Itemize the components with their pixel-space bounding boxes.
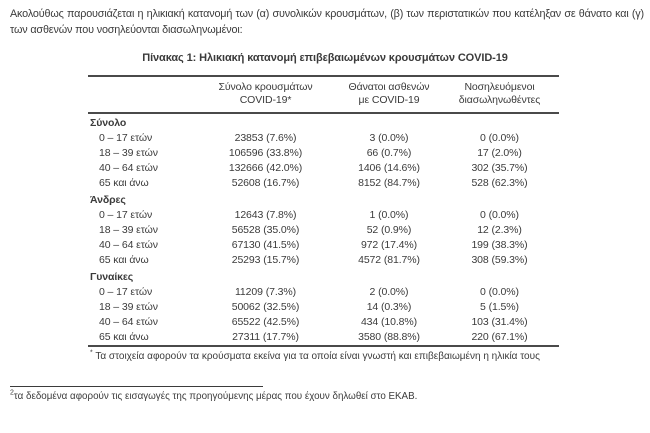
table-cell: 103 (31.4%): [471, 316, 528, 328]
table-cell: 3 (0.0%): [369, 132, 409, 144]
age-group-label: 40 – 64 ετών: [99, 316, 158, 328]
covid-age-table: Σύνολο κρουσμάτων COVID-19* Θάνατοι ασθε…: [88, 75, 559, 347]
table-cell: 3580 (88.8%): [358, 331, 420, 343]
age-group-label: 18 – 39 ετών: [99, 147, 158, 159]
table-cell: 50062 (32.5%): [231, 301, 300, 313]
table-footnote-marker: *: [90, 349, 93, 357]
table-cell: 25293 (15.7%): [231, 254, 300, 266]
age-group-label: 0 – 17 ετών: [99, 286, 153, 298]
group-label: Σύνολο: [90, 117, 127, 129]
table-cell: 8152 (84.7%): [358, 177, 420, 189]
table-cell: 0 (0.0%): [480, 209, 519, 221]
table-row: 0 – 17 ετών 11209 (7.3%) 2 (0.0%) 0 (0.0%): [88, 285, 559, 300]
table-cell: 1 (0.0%): [369, 209, 409, 221]
table-row: 40 – 64 ετών 132666 (42.0%) 1406 (14.6%) 30…: [88, 161, 559, 176]
table-cell: 11209 (7.3%): [234, 286, 297, 298]
group-label: Γυναίκες: [90, 271, 134, 283]
age-group-label: 40 – 64 ετών: [99, 239, 158, 251]
intro-paragraph: Ακολούθως παρουσιάζεται η ηλικιακή καταν…: [10, 8, 644, 36]
page-footnote: 2τα δεδομένα αφορούν τις εισαγωγές της π…: [10, 390, 630, 403]
table-cell: 199 (38.3%): [471, 239, 528, 251]
table-cell: 12 (2.3%): [477, 224, 522, 236]
table-row: 40 – 64 ετών 67130 (41.5%) 972 (17.4%) 199 …: [88, 238, 559, 253]
header-col-total-cases: Σύνολο κρουσμάτων COVID-19*: [193, 76, 338, 114]
table-cell: 12643 (7.8%): [234, 209, 297, 221]
age-group-label: 18 – 39 ετών: [99, 224, 158, 236]
table-cell: 27311 (17.7%): [232, 331, 299, 343]
table-footnote: * Τα στοιχεία αφορούν τα κρούσματα εκείν…: [88, 350, 559, 363]
age-group-label: 65 και άνω: [99, 254, 149, 266]
table-cell: 434 (10.8%): [360, 316, 418, 328]
table-title: Πίνακας 1: Ηλικιακή κατανομή επιβεβαιωμέ…: [142, 52, 508, 64]
table-row: 65 και άνω 27311 (17.7%) 3580 (88.8%) 220 (…: [88, 330, 559, 346]
header-empty-cell: [88, 76, 193, 114]
table-cell: 132666 (42.0%): [228, 162, 303, 174]
table-cell: 308 (59.3%): [471, 254, 528, 266]
table-cell: 67130 (41.5%): [231, 239, 300, 251]
table-cell: 52 (0.9%): [366, 224, 412, 236]
page-footnote-text: τα δεδομένα αφορούν τις εισαγωγές της πρ…: [13, 391, 418, 402]
table-cell: 302 (35.7%): [471, 162, 528, 174]
table-cell: 2 (0.0%): [369, 286, 409, 298]
table-cell: 528 (62.3%): [471, 177, 528, 189]
table-cell: 0 (0.0%): [480, 286, 519, 298]
footnote-separator: [10, 386, 263, 387]
table-body: Σύνολο 0 – 17 ετών 23853 (7.6%) 3 (0.0%) 0 (…: [88, 113, 559, 346]
table-cell: 17 (2.0%): [477, 147, 522, 159]
table-cell: 56528 (35.0%): [231, 224, 300, 236]
table-header-row: Σύνολο κρουσμάτων COVID-19* Θάνατοι ασθε…: [88, 76, 559, 114]
table-cell: 972 (17.4%): [360, 239, 418, 251]
table-row: 65 και άνω 52608 (16.7%) 8152 (84.7%) 528 (…: [88, 176, 559, 191]
age-group-label: 18 – 39 ετών: [99, 301, 158, 313]
age-group-label: 0 – 17 ετών: [99, 132, 153, 144]
table-cell: 5 (1.5%): [480, 301, 519, 313]
table-row: 65 και άνω 25293 (15.7%) 4572 (81.7%) 308 (…: [88, 253, 559, 268]
table-cell: 23853 (7.6%): [234, 132, 297, 144]
age-group-label: 65 και άνω: [99, 177, 149, 189]
page-footnote-marker: 2: [10, 389, 14, 397]
table-cell: 66 (0.7%): [366, 147, 412, 159]
table-group-row: Γυναίκες: [88, 268, 559, 285]
table-row: 18 – 39 ετών 50062 (32.5%) 14 (0.3%) 5 (1.5…: [88, 300, 559, 315]
table-row: 40 – 64 ετών 65522 (42.5%) 434 (10.8%) 103 …: [88, 315, 559, 330]
table-container: Σύνολο κρουσμάτων COVID-19* Θάνατοι ασθε…: [88, 75, 559, 363]
header-col-deaths: Θάνατοι ασθενών με COVID-19: [338, 76, 440, 114]
table-cell: 0 (0.0%): [480, 132, 519, 144]
table-group-row: Άνδρες: [88, 191, 559, 208]
table-cell: 1406 (14.6%): [358, 162, 420, 174]
table-row: 0 – 17 ετών 12643 (7.8%) 1 (0.0%) 0 (0.0%): [88, 208, 559, 223]
table-row: 18 – 39 ετών 106596 (33.8%) 66 (0.7%) 17 (2…: [88, 146, 559, 161]
age-group-label: 40 – 64 ετών: [99, 162, 158, 174]
table-cell: 65522 (42.5%): [231, 316, 300, 328]
table-cell: 220 (67.1%): [471, 331, 528, 343]
age-group-label: 65 και άνω: [99, 331, 149, 343]
table-cell: 52608 (16.7%): [231, 177, 300, 189]
table-footnote-text: Τα στοιχεία αφορούν τα κρούσματα εκείνα …: [95, 351, 540, 362]
table-cell: 106596 (33.8%): [228, 147, 303, 159]
table-cell: 4572 (81.7%): [358, 254, 420, 266]
table-group-row: Σύνολο: [88, 113, 559, 131]
table-row: 0 – 17 ετών 23853 (7.6%) 3 (0.0%) 0 (0.0%): [88, 131, 559, 146]
header-col-intubated: Νοσηλευόμενοι διασωληνωθέντες: [440, 76, 559, 114]
group-label: Άνδρες: [90, 194, 126, 206]
table-row: 18 – 39 ετών 56528 (35.0%) 52 (0.9%) 12 (2.…: [88, 223, 559, 238]
table-cell: 14 (0.3%): [366, 301, 412, 313]
age-group-label: 0 – 17 ετών: [99, 209, 153, 221]
